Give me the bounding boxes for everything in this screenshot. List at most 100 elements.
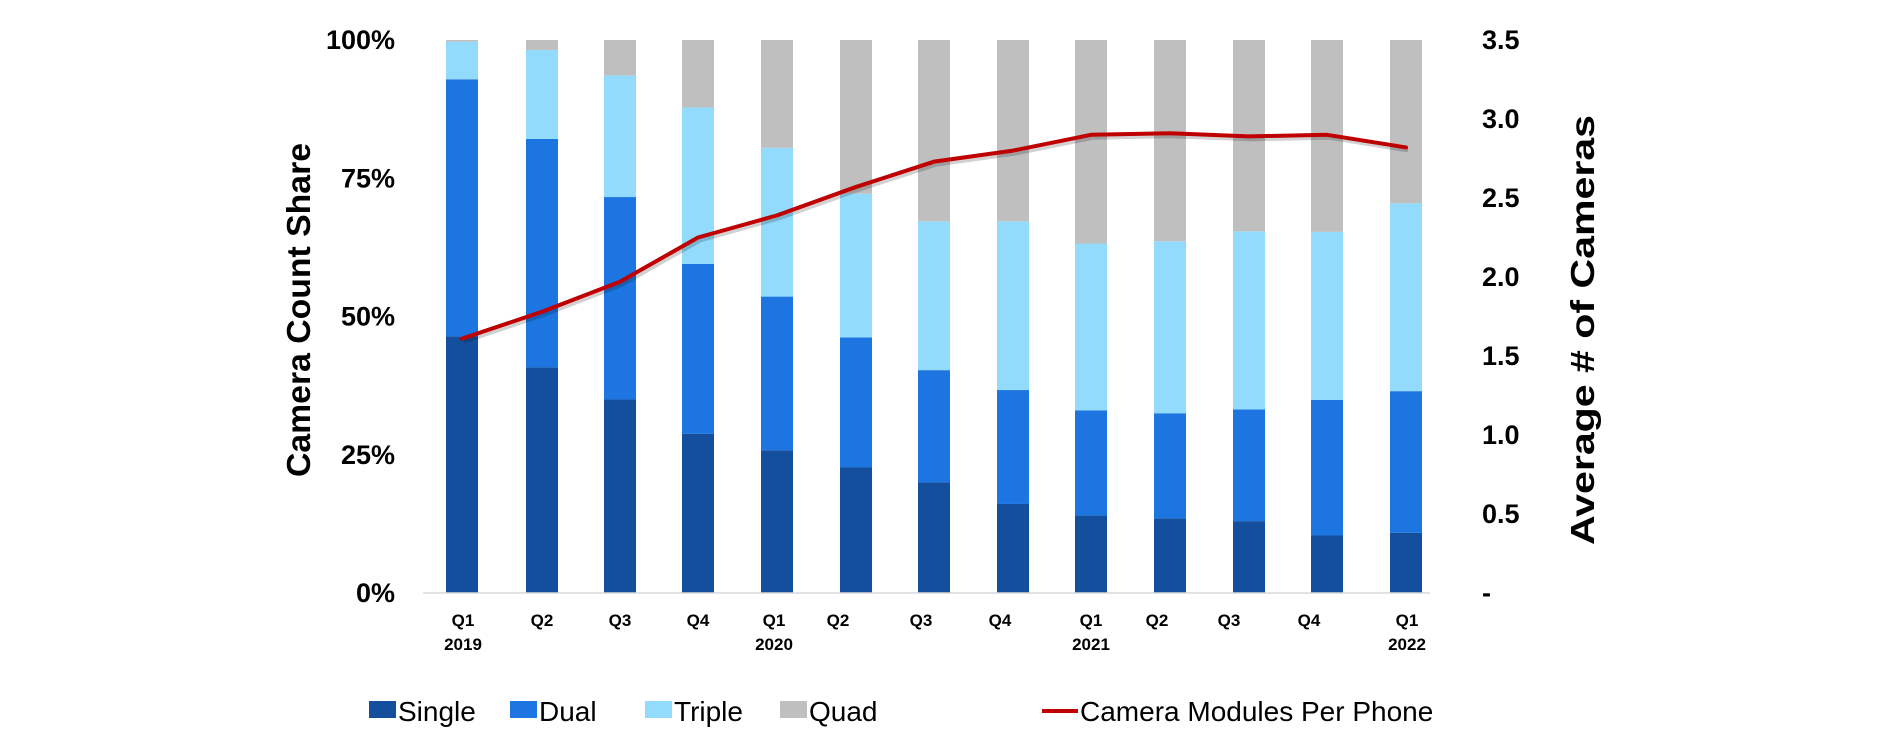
bar-segment-single xyxy=(1233,521,1265,593)
bar-segment-dual xyxy=(446,79,478,337)
bar-segment-single xyxy=(918,482,950,593)
bar-segment-quad xyxy=(446,40,478,42)
bar-segment-dual xyxy=(918,370,950,483)
bar-segment-quad xyxy=(761,40,793,148)
bar-segment-dual xyxy=(840,337,872,468)
legend-item-dual: Dual xyxy=(510,696,597,727)
right-tick-label: 0.5 xyxy=(1482,499,1520,529)
x-tick-year: 2020 xyxy=(755,635,793,654)
bar-segment-quad xyxy=(682,40,714,108)
bar-segment-single xyxy=(997,503,1029,593)
legend-label: Triple xyxy=(674,696,743,727)
x-tick-quarter: Q4 xyxy=(687,611,710,630)
bar-segment-dual xyxy=(1075,410,1107,516)
left-tick-label: 50% xyxy=(341,302,395,332)
left-tick-label: 0% xyxy=(356,578,395,608)
bar-segment-single xyxy=(682,433,714,593)
x-tick-quarter: Q1 xyxy=(452,611,475,630)
bar-segment-dual xyxy=(1390,391,1422,533)
bar-segment-dual xyxy=(682,263,714,434)
line-shadow xyxy=(463,134,1409,344)
bar-segment-triple xyxy=(526,49,558,139)
left-tick-label: 100% xyxy=(326,25,395,55)
bar-segment-triple xyxy=(761,147,793,297)
x-tick-quarter: Q2 xyxy=(827,611,850,630)
x-tick-quarter: Q4 xyxy=(1298,611,1321,630)
bar-stack xyxy=(1233,40,1265,593)
bar-segment-dual xyxy=(997,390,1029,504)
legend-label: Quad xyxy=(809,696,878,727)
bar-stack xyxy=(1311,40,1343,593)
x-axis-labels: Q1 2019 Q2 Q3 Q4 Q1 2020 Q2 Q3 Q4 Q1 2021 Q2 Q3 Q4 Q1 20… xyxy=(444,611,1426,654)
legend-label: Single xyxy=(398,696,476,727)
bar-segment-dual xyxy=(1311,400,1343,536)
bar-segment-single xyxy=(1390,532,1422,593)
bar-segment-triple xyxy=(840,193,872,338)
bar-stack xyxy=(761,40,793,593)
bar-segment-quad xyxy=(1075,40,1107,244)
legend-swatch-icon xyxy=(369,701,396,718)
right-tick-label: - xyxy=(1482,578,1491,608)
bar-segment-single xyxy=(1154,518,1186,593)
bar-segment-triple xyxy=(1075,243,1107,411)
x-tick-year: 2019 xyxy=(444,635,482,654)
right-tick-label: 3.5 xyxy=(1482,25,1520,55)
legend-swatch-icon xyxy=(510,701,537,718)
bar-segment-triple xyxy=(604,75,636,198)
x-tick-quarter: Q3 xyxy=(910,611,933,630)
bar-segment-quad xyxy=(604,40,636,76)
legend-item-camera-modules-per-phone: Camera Modules Per Phone xyxy=(1042,696,1433,727)
bar-segment-quad xyxy=(1390,40,1422,204)
bar-segment-triple xyxy=(446,41,478,80)
bar-stack xyxy=(840,40,872,593)
legend-label: Camera Modules Per Phone xyxy=(1080,696,1433,727)
x-tick-quarter: Q2 xyxy=(1146,611,1169,630)
left-axis-title: Camera Count Share xyxy=(280,143,317,477)
x-tick-year: 2021 xyxy=(1072,635,1110,654)
bar-segment-single xyxy=(604,399,636,593)
bar-stack xyxy=(446,40,478,593)
x-tick-quarter: Q1 xyxy=(763,611,786,630)
bar-segment-triple xyxy=(997,221,1029,391)
bar-segment-quad xyxy=(918,40,950,222)
bar-segment-dual xyxy=(1233,409,1265,522)
bar-segment-dual xyxy=(761,296,793,451)
right-axis-title: Average # of Cameras xyxy=(1564,115,1601,545)
bar-segment-single xyxy=(446,336,478,593)
bar-segment-quad xyxy=(1154,40,1186,242)
legend-item-quad: Quad xyxy=(780,696,878,727)
x-tick-quarter: Q3 xyxy=(1218,611,1241,630)
left-tick-label: 25% xyxy=(341,440,395,470)
bar-segment-single xyxy=(526,367,558,593)
bar-segment-quad xyxy=(840,40,872,194)
x-tick-quarter: Q2 xyxy=(531,611,554,630)
legend: Single Dual Triple Quad Camera Modules Per P… xyxy=(369,696,1433,727)
right-tick-label: 2.0 xyxy=(1482,262,1520,292)
bar-stack xyxy=(1390,40,1422,593)
stacked-bars xyxy=(446,40,1422,593)
x-tick-year: 2022 xyxy=(1388,635,1426,654)
right-tick-label: 1.5 xyxy=(1482,341,1520,371)
bar-segment-triple xyxy=(1390,203,1422,392)
bar-segment-dual xyxy=(604,197,636,400)
bar-segment-single xyxy=(761,450,793,593)
bar-stack xyxy=(918,40,950,593)
x-tick-quarter: Q3 xyxy=(609,611,632,630)
bar-stack xyxy=(682,40,714,593)
legend-swatch-icon xyxy=(645,701,672,718)
bar-segment-single xyxy=(1075,515,1107,593)
bar-segment-single xyxy=(840,467,872,593)
bar-segment-quad xyxy=(997,40,1029,222)
bar-stack xyxy=(1075,40,1107,593)
x-tick-quarter: Q1 xyxy=(1396,611,1419,630)
left-axis-ticks: 0% 25% 50% 75% 100% xyxy=(326,25,395,608)
bar-segment-quad xyxy=(526,40,558,50)
bar-stack xyxy=(526,40,558,593)
legend-item-single: Single xyxy=(369,696,476,727)
right-tick-label: 3.0 xyxy=(1482,104,1520,134)
camera-modules-line xyxy=(460,131,1409,344)
bar-segment-triple xyxy=(1154,241,1186,414)
bar-segment-triple xyxy=(918,221,950,371)
bar-segment-triple xyxy=(1233,231,1265,410)
